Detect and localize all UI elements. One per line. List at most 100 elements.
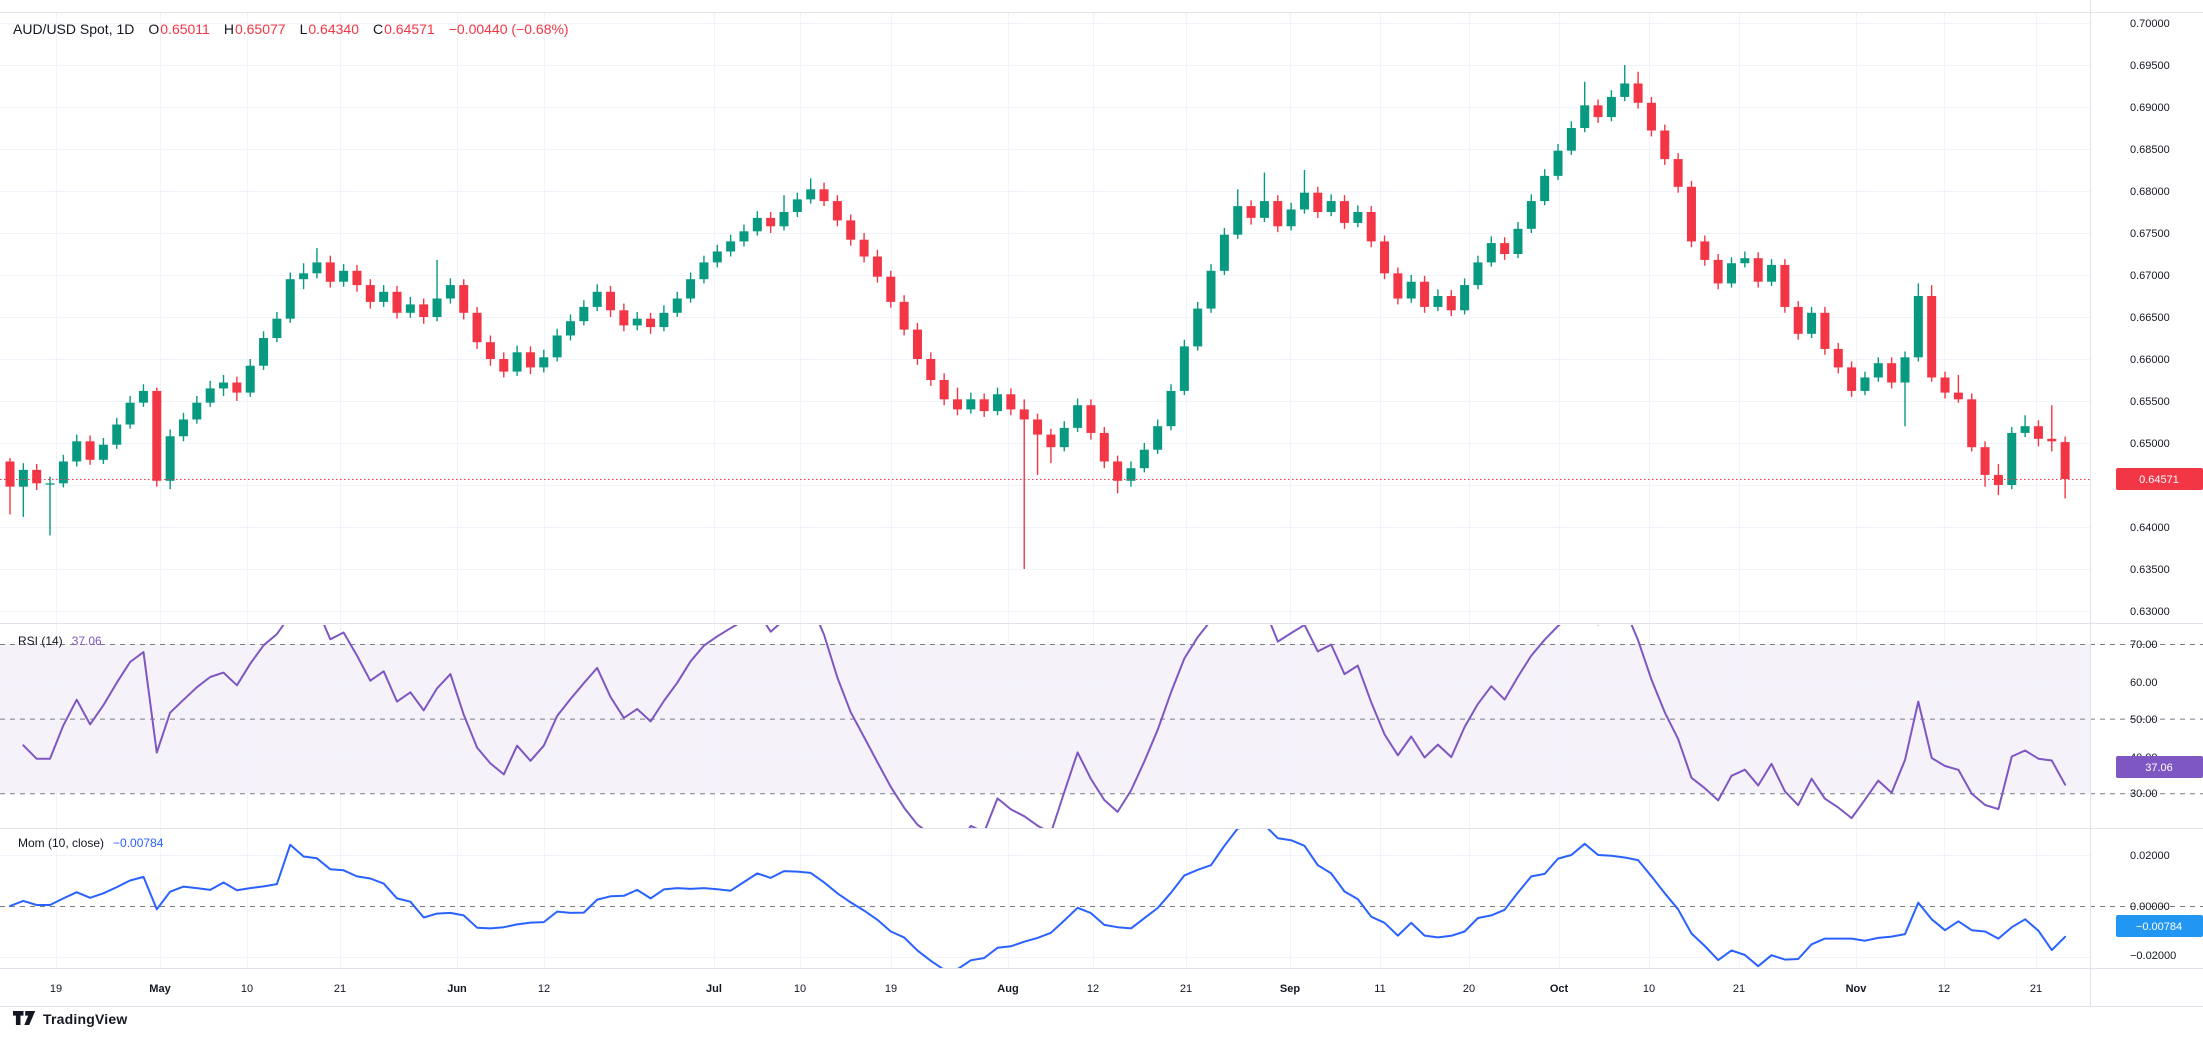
candle-body bbox=[1340, 201, 1349, 223]
time-axis-label[interactable]: 19 bbox=[885, 983, 897, 995]
rsi-axis-label: 70.00 bbox=[2130, 639, 2158, 651]
candle-body bbox=[1420, 281, 1430, 307]
candle-body bbox=[2020, 426, 2030, 433]
candle-body bbox=[98, 444, 108, 460]
candle-body bbox=[779, 212, 789, 227]
candle-body bbox=[632, 318, 642, 326]
candle-body bbox=[939, 380, 949, 400]
time-axis-label[interactable]: Oct bbox=[1550, 983, 1569, 995]
rsi-legend[interactable]: RSI (14) 37.06 bbox=[18, 634, 102, 648]
candle-body bbox=[699, 262, 709, 280]
candle-body bbox=[1086, 405, 1096, 433]
candle-body bbox=[1433, 296, 1443, 307]
candle-body bbox=[1633, 83, 1643, 103]
ohlc-low: L 0.64340 bbox=[299, 21, 359, 37]
candle-body bbox=[1233, 206, 1243, 235]
candle-body bbox=[993, 394, 1003, 412]
rsi-legend-value: 37.06 bbox=[71, 634, 102, 648]
candle-body bbox=[1073, 405, 1083, 428]
symbol-legend[interactable]: AUD/USD Spot, 1D O 0.65011 H 0.65077 L 0.64… bbox=[13, 21, 569, 37]
time-axis-label[interactable]: 21 bbox=[1733, 983, 1745, 995]
time-axis-label[interactable]: 19 bbox=[50, 983, 62, 995]
time-axis-label[interactable]: Jun bbox=[447, 983, 467, 995]
candle-body bbox=[499, 359, 509, 372]
candle-body bbox=[2033, 426, 2043, 439]
candle-body bbox=[272, 318, 282, 338]
candle-body bbox=[539, 357, 549, 368]
candle-body bbox=[1860, 377, 1870, 391]
candle-body bbox=[1940, 377, 1950, 393]
time-axis-label[interactable]: Jul bbox=[706, 983, 722, 995]
candle-body bbox=[1566, 128, 1576, 151]
candle-body bbox=[1099, 432, 1109, 462]
pane-separators[interactable] bbox=[0, 0, 2203, 1007]
candle-body bbox=[646, 318, 656, 328]
time-axis-label[interactable]: Sep bbox=[1280, 983, 1300, 995]
candle-body bbox=[1166, 390, 1176, 427]
candle-body bbox=[445, 285, 455, 299]
candle-body bbox=[1847, 367, 1857, 391]
candle-body bbox=[1727, 263, 1737, 284]
candle-body bbox=[1406, 281, 1416, 299]
candle-body bbox=[1326, 201, 1336, 212]
candle-body bbox=[1006, 394, 1016, 410]
candle-body bbox=[5, 461, 15, 487]
candle-body bbox=[1580, 105, 1590, 128]
time-axis-label[interactable]: 20 bbox=[1463, 983, 1475, 995]
candle-body bbox=[112, 424, 122, 445]
momentum-legend[interactable]: Mom (10, close) −0.00784 bbox=[18, 836, 163, 850]
rsi-axis-label: 60.00 bbox=[2130, 677, 2158, 689]
time-axis-label[interactable]: 21 bbox=[2030, 983, 2042, 995]
price-axis-label: 0.66500 bbox=[2130, 312, 2170, 324]
ohlc-open: O 0.65011 bbox=[148, 21, 210, 37]
candle-body bbox=[1259, 201, 1269, 218]
candle-body bbox=[85, 441, 95, 460]
time-axis-label[interactable]: 10 bbox=[1643, 983, 1655, 995]
candle-body bbox=[686, 279, 696, 299]
candle-body bbox=[579, 306, 589, 322]
candle-body bbox=[792, 199, 802, 212]
time-axis-label[interactable]: Nov bbox=[1846, 983, 1868, 995]
time-axis-label[interactable]: 12 bbox=[538, 983, 550, 995]
candle-body bbox=[525, 352, 535, 368]
candle-body bbox=[1473, 262, 1483, 286]
candle-body bbox=[1700, 241, 1710, 260]
candle-body bbox=[1393, 273, 1403, 299]
candle-body bbox=[1059, 427, 1069, 448]
time-axis-label[interactable]: 10 bbox=[794, 983, 806, 995]
candlestick-series[interactable] bbox=[5, 65, 2070, 569]
candle-body bbox=[952, 399, 962, 410]
candle-body bbox=[739, 231, 749, 242]
time-axis-label[interactable]: 12 bbox=[1938, 983, 1950, 995]
candle-body bbox=[1193, 308, 1203, 347]
tradingview-attribution[interactable]: TradingView bbox=[13, 1010, 127, 1027]
candle-body bbox=[485, 342, 495, 359]
candle-body bbox=[325, 262, 335, 282]
price-axis-label: 0.67500 bbox=[2130, 228, 2170, 240]
time-axis-label[interactable]: May bbox=[149, 983, 171, 995]
price-axis-label: 0.63000 bbox=[2130, 606, 2170, 618]
momentum-line-series[interactable] bbox=[9, 825, 2067, 970]
time-axis-label[interactable]: 21 bbox=[1180, 983, 1192, 995]
candle-body bbox=[872, 256, 882, 277]
time-axis[interactable]: 19 May 10 21 Jun 12 Jul 10 19 Aug 12 21 Sep 11 20 Oct 10… bbox=[50, 983, 2042, 995]
time-axis-label[interactable]: 21 bbox=[334, 983, 346, 995]
candle-body bbox=[1486, 243, 1496, 263]
time-axis-label[interactable]: Aug bbox=[997, 983, 1018, 995]
candle-body bbox=[285, 279, 295, 319]
candle-body bbox=[606, 291, 616, 311]
rsi-line-series[interactable] bbox=[22, 599, 2067, 847]
momentum-legend-value: −0.00784 bbox=[113, 836, 164, 850]
mom-axis-label: 0.00000 bbox=[2130, 901, 2170, 913]
time-axis-label[interactable]: 11 bbox=[1374, 983, 1385, 995]
candle-body bbox=[2060, 442, 2070, 480]
candle-body bbox=[459, 285, 469, 313]
time-axis-label[interactable]: 10 bbox=[241, 983, 253, 995]
time-axis-label[interactable]: 12 bbox=[1087, 983, 1099, 995]
candle-body bbox=[1606, 96, 1616, 118]
candle-body bbox=[1206, 270, 1216, 309]
candle-body bbox=[1153, 426, 1163, 450]
candle-body bbox=[365, 285, 375, 302]
candle-body bbox=[512, 352, 522, 372]
